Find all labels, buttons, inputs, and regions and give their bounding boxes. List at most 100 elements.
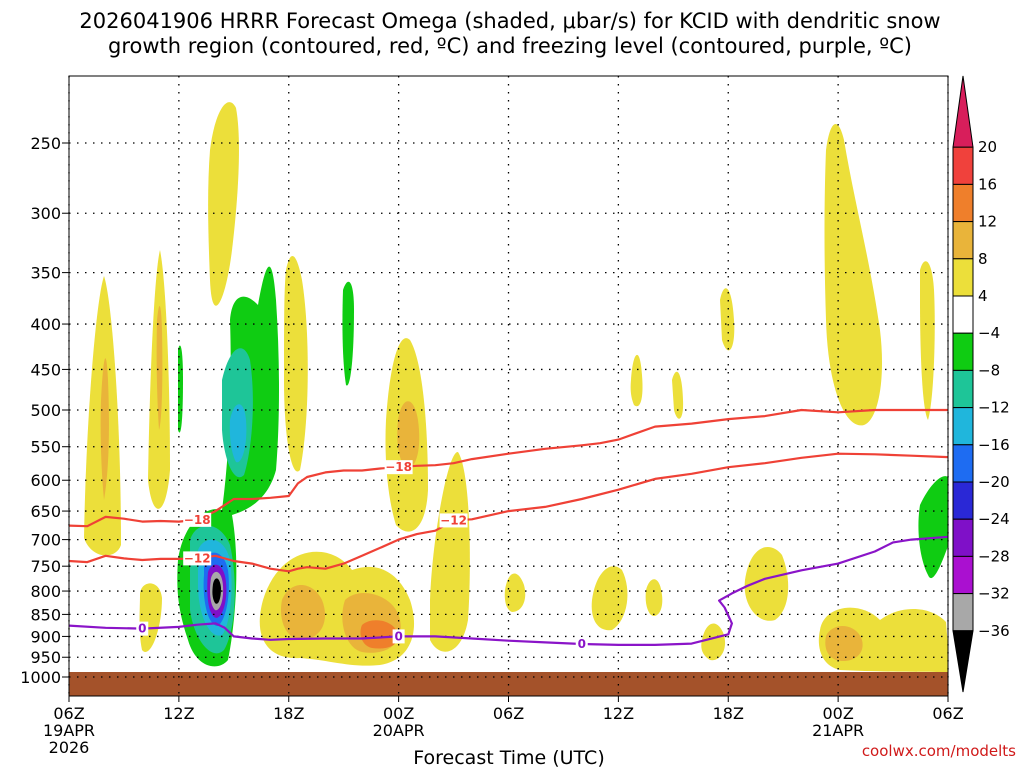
colorbar-tick-label: 12: [978, 213, 997, 231]
chart-title-line-2: growth region (contoured, red, ºC) and f…: [108, 34, 912, 58]
x-tick-label: 06Z: [53, 704, 84, 723]
contour-label: −18: [385, 460, 412, 474]
x-tick-label: 00Z: [383, 704, 414, 723]
colorbar-bottom-arrow: [952, 630, 974, 693]
colorbar-tick-label: −28: [978, 547, 1010, 565]
contour-line: [69, 535, 948, 647]
y-tick-label: 800: [30, 582, 61, 601]
contour-label: −18: [184, 513, 211, 527]
omega-region: [630, 354, 643, 407]
colorbar-tick-label: 8: [978, 250, 988, 268]
colorbar-segment: [952, 593, 974, 632]
x-tick-date: 20APR: [373, 721, 425, 740]
contour-label-bg: [575, 637, 588, 652]
contour-label: −12: [440, 513, 467, 527]
colorbar-segment: [952, 221, 974, 260]
contour-label-bg: [439, 513, 468, 528]
colorbar-segment: [952, 555, 974, 595]
colorbar-segment: [952, 258, 974, 297]
omega-region: [100, 358, 109, 500]
x-tick-date: 21APR: [812, 721, 864, 740]
colorbar-tick-label: −12: [978, 399, 1010, 417]
omega-region: [701, 623, 726, 661]
colorbar-tick-label: 16: [978, 175, 997, 193]
x-tick-label: 12Z: [163, 704, 194, 723]
omega-region: [825, 625, 863, 662]
colorbar-tick-label: −32: [978, 585, 1010, 603]
x-tick-year: 2026: [49, 738, 90, 757]
x-tick-label: 00Z: [822, 704, 853, 723]
contour-label-bg: [392, 629, 405, 644]
y-tick-label: 250: [30, 134, 61, 153]
y-tick-label: 450: [30, 360, 61, 379]
y-tick-label: 650: [30, 502, 61, 521]
omega-shading: [84, 102, 948, 672]
y-tick-label: 700: [30, 531, 61, 550]
colorbar-segment: [952, 407, 974, 446]
contour-label: −12: [184, 551, 211, 565]
colorbar-segment: [952, 332, 974, 371]
omega-region: [918, 476, 948, 578]
omega-region: [430, 451, 470, 652]
contour-line: [69, 452, 948, 573]
y-tick-label: 750: [30, 557, 61, 576]
colorbar-tick-label: −36: [978, 622, 1010, 640]
contour-label: 0: [578, 637, 586, 651]
contour-label-bg: [183, 512, 212, 527]
omega-region: [208, 102, 239, 306]
omega-region: [645, 579, 663, 616]
contour-label-bg: [136, 621, 149, 636]
omega-region: [342, 281, 354, 386]
x-tick-date: 19APR: [43, 721, 95, 740]
x-tick-label: 18Z: [273, 704, 304, 723]
omega-region: [504, 573, 526, 612]
y-tick-label: 850: [30, 605, 61, 624]
colorbar-tick-label: −4: [978, 324, 1000, 342]
omega-region: [178, 345, 183, 433]
colorbar-tick-label: −8: [978, 361, 1000, 379]
omega-region: [591, 566, 628, 631]
colorbar-tick-label: −20: [978, 473, 1010, 491]
y-tick-label: 300: [30, 204, 61, 223]
omega-region: [156, 306, 163, 430]
colorbar: 20 16 12 8 4 −4 −8 −12 −16 −20 −24 −28 −32 −36: [952, 75, 1010, 693]
omega-region: [280, 585, 326, 640]
omega-region: [672, 371, 684, 419]
omega-region: [720, 288, 735, 351]
contour-label-bg: [384, 460, 413, 475]
y-axis: 250 300 350 400 450 500 550 600 650 700 750 800 850 9…: [20, 134, 69, 687]
colorbar-segment: [952, 481, 974, 520]
chart-title-line-1: 2026041906 HRRR Forecast Omega (shaded, …: [79, 9, 940, 33]
y-tick-label: 550: [30, 438, 61, 457]
x-axis-label: Forecast Time (UTC): [413, 747, 604, 768]
y-tick-label: 950: [30, 648, 61, 667]
colorbar-segment: [952, 146, 974, 185]
x-tick-label: 06Z: [932, 704, 963, 723]
colorbar-tick-label: −24: [978, 510, 1010, 528]
colorbar-segment: [952, 444, 974, 483]
colorbar-segment: [952, 369, 974, 409]
x-tick-label: 06Z: [493, 704, 524, 723]
colorbar-segment: [952, 518, 974, 557]
contour-label-bg: [183, 551, 212, 566]
omega-region: [397, 401, 420, 469]
y-tick-label: 350: [30, 264, 61, 283]
y-tick-label: 500: [30, 401, 61, 420]
contour-label: 0: [138, 622, 146, 636]
y-tick-label: 1000: [20, 668, 61, 687]
omega-region: [212, 578, 221, 604]
colorbar-segment: [952, 295, 974, 334]
omega-region: [284, 256, 308, 472]
x-tick-label: 18Z: [713, 704, 744, 723]
colorbar-tick-label: 4: [978, 287, 988, 305]
credit-text: coolwx.com/modelts: [862, 742, 1016, 760]
y-tick-label: 400: [30, 315, 61, 334]
colorbar-top-arrow: [952, 75, 974, 148]
contour-labels: −18 −18 −12 −12 0 0 0: [136, 460, 588, 652]
contour-label: 0: [394, 629, 402, 643]
colorbar-tick-label: 20: [978, 138, 997, 156]
colorbar-tick-label: −16: [978, 436, 1010, 454]
colorbar-segment: [952, 183, 974, 223]
